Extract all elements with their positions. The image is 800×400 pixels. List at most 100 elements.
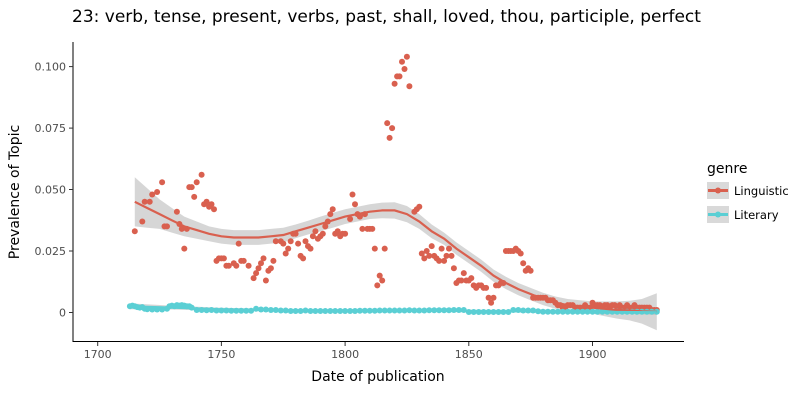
linguistic-point — [485, 294, 492, 301]
linguistic-point — [188, 184, 195, 191]
linguistic-point — [329, 206, 336, 213]
linguistic-point — [396, 73, 403, 80]
legend: genre Linguistic Literary — [707, 161, 789, 223]
linguistic-point — [399, 58, 405, 65]
legend-label-linguistic: Linguistic — [734, 184, 789, 198]
linguistic-point — [490, 294, 497, 301]
x-tick-label: 1750 — [207, 348, 235, 361]
chart-title: 23: verb, tense, present, verbs, past, s… — [72, 7, 701, 27]
linguistic-point — [371, 245, 378, 252]
linguistic-point — [203, 198, 210, 205]
linguistic-point — [322, 223, 329, 230]
y-axis-title: Prevalence of Topic — [7, 125, 23, 259]
linguistic-point — [245, 262, 252, 269]
linguistic-point — [240, 257, 247, 264]
linguistic-point — [191, 193, 198, 200]
linguistic-point — [295, 240, 302, 247]
legend-key-literary — [707, 206, 729, 223]
y-tick-label: 0.075 — [35, 122, 67, 135]
linguistic-point — [384, 120, 391, 127]
linguistic-point — [352, 201, 358, 208]
linguistic-point — [139, 218, 146, 225]
linguistic-point — [438, 245, 445, 252]
linguistic-point — [309, 233, 316, 240]
linguistic-point — [347, 216, 354, 222]
linguistic-point — [211, 206, 217, 213]
linguistic-point — [426, 252, 433, 259]
linguistic-point — [342, 230, 349, 237]
linguistic-point — [225, 262, 232, 269]
x-tick-label: 1900 — [579, 348, 607, 361]
legend-key-linguistic — [707, 182, 729, 199]
linguistic-point — [258, 260, 264, 267]
linguistic-point — [520, 260, 527, 267]
linguistic-point — [527, 267, 534, 274]
x-tick-label: 1850 — [455, 348, 483, 361]
linguistic-point — [285, 245, 292, 252]
linguistic-point — [173, 208, 180, 215]
x-axis-title: Date of publication — [311, 369, 444, 385]
linguistic-point — [149, 191, 156, 198]
linguistic-point — [262, 277, 269, 284]
linguistic-point — [280, 240, 287, 247]
y-tick-label: 0.100 — [35, 61, 67, 74]
linguistic-point — [253, 270, 260, 277]
y-tick-label: 0.025 — [35, 245, 67, 258]
linguistic-point — [379, 277, 386, 284]
linguistic-point — [389, 125, 396, 132]
linguistic-point — [193, 179, 200, 186]
linguistic-point — [270, 257, 277, 264]
smooth-lines — [129, 200, 657, 314]
linguistic-point — [198, 171, 205, 178]
y-axis-ticks: 0 0.025 0.050 0.075 0.100 — [35, 61, 73, 320]
linguistic-point — [443, 252, 450, 259]
x-tick-label: 1700 — [84, 348, 112, 361]
linguistic-point — [428, 243, 435, 250]
x-axis-ticks: 1700 1750 1800 1850 1900 — [84, 342, 607, 361]
linguistic-point — [441, 257, 448, 264]
linguistic-point — [235, 240, 242, 247]
linguistic-point — [448, 252, 455, 259]
linguistic-point — [458, 277, 465, 284]
linguistic-point — [164, 223, 170, 230]
linguistic-point — [418, 250, 425, 257]
linguistic-point — [517, 250, 524, 257]
linguistic-point — [359, 225, 366, 232]
linguistic-point — [416, 203, 423, 210]
linguistic-point — [468, 275, 475, 282]
linguistic-point — [381, 245, 388, 252]
linguistic-point — [356, 213, 363, 220]
legend-label-literary: Literary — [734, 208, 779, 222]
linguistic-point — [141, 198, 148, 205]
linguistic-point — [208, 201, 215, 208]
linguistic-point — [302, 238, 309, 245]
linguistic-point — [401, 66, 408, 72]
linguistic-point — [446, 245, 452, 252]
linguistic-point — [307, 245, 314, 252]
linguistic-point — [436, 257, 443, 264]
linguistic-point — [450, 265, 457, 272]
linguistic-point — [159, 179, 166, 186]
linguistic-smooth-line — [134, 200, 657, 313]
data-points — [126, 53, 660, 315]
x-tick-label: 1800 — [331, 348, 359, 361]
linguistic-point — [154, 189, 161, 195]
linguistic-point — [287, 238, 294, 245]
linguistic-point — [327, 211, 334, 218]
linguistic-point — [282, 250, 289, 257]
y-tick-label: 0.050 — [35, 184, 67, 197]
linguistic-point — [178, 225, 185, 232]
linguistic-point — [483, 284, 490, 291]
linguistic-point — [312, 228, 319, 235]
linguistic-point — [374, 282, 381, 289]
linguistic-point — [255, 265, 262, 272]
linguistic-point — [319, 230, 326, 237]
linguistic-point — [376, 272, 383, 279]
linguistic-point — [460, 270, 467, 277]
linguistic-point — [220, 255, 227, 262]
linguistic-point — [369, 225, 376, 232]
linguistic-point — [391, 80, 398, 87]
linguistic-point — [349, 191, 356, 198]
linguistic-point — [421, 255, 428, 262]
